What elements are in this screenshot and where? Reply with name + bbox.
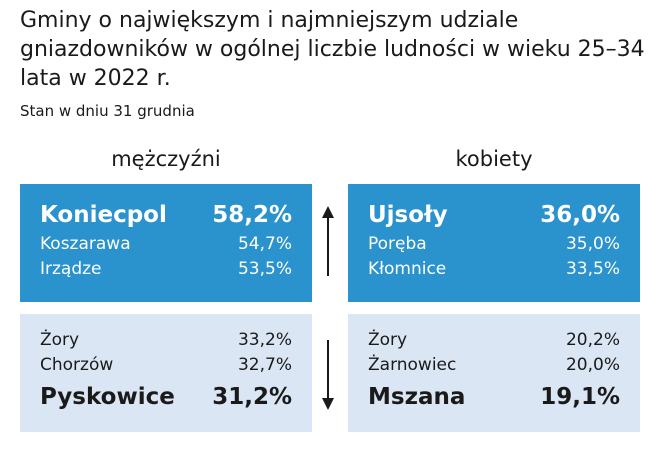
lowest-women-box: Żory 20,2% Żarnowiec 20,0% Mszana 19,1% [348,314,640,432]
chart-subtitle: Stan w dniu 31 grudnia [20,102,195,120]
municipality-name: Koszarawa [40,234,131,254]
share-value: 53,5% [237,259,292,279]
arrow-up-icon [322,206,334,276]
arrow-down-icon [322,340,334,410]
table-row: Kłomnice 33,5% [368,257,620,282]
table-row: Koszarawa 54,7% [40,232,292,257]
highest-women-box: Ujsoły 36,0% Poręba 35,0% Kłomnice 33,5% [348,184,640,302]
municipality-name: Żarnowiec [368,355,457,375]
municipality-name: Pyskowice [40,384,175,410]
share-value: 58,2% [212,202,292,228]
share-value: 32,7% [237,355,292,375]
table-row: Koniecpol 58,2% [40,198,292,232]
share-value: 35,0% [565,234,620,254]
column-header-women: kobiety [455,147,533,171]
lowest-men-box: Żory 33,2% Chorzów 32,7% Pyskowice 31,2% [20,314,312,432]
share-value: 19,1% [540,384,620,410]
table-row: Mszana 19,1% [368,380,620,414]
table-row: Żarnowiec 20,0% [368,353,620,378]
municipality-name: Żory [40,330,80,350]
table-row: Żory 33,2% [40,328,292,353]
table-row: Pyskowice 31,2% [40,380,292,414]
municipality-name: Mszana [368,384,466,410]
municipality-name: Poręba [368,234,427,254]
share-value: 20,2% [565,330,620,350]
column-header-men: mężczyźni [111,147,221,171]
municipality-name: Ujsoły [368,202,448,228]
share-value: 31,2% [212,384,292,410]
table-row: Poręba 35,0% [368,232,620,257]
table-row: Irządze 53,5% [40,257,292,282]
share-value: 33,5% [565,259,620,279]
share-value: 54,7% [237,234,292,254]
table-row: Ujsoły 36,0% [368,198,620,232]
chart-title: Gminy o największym i najmniejszym udzia… [20,8,645,91]
highest-men-box: Koniecpol 58,2% Koszarawa 54,7% Irządze … [20,184,312,302]
municipality-name: Kłomnice [368,259,447,279]
share-value: 33,2% [237,330,292,350]
municipality-name: Żory [368,330,408,350]
municipality-name: Chorzów [40,355,114,375]
table-row: Chorzów 32,7% [40,353,292,378]
municipality-name: Koniecpol [40,202,167,228]
municipality-name: Irządze [40,259,102,279]
share-value: 36,0% [540,202,620,228]
table-row: Żory 20,2% [368,328,620,353]
share-value: 20,0% [565,355,620,375]
